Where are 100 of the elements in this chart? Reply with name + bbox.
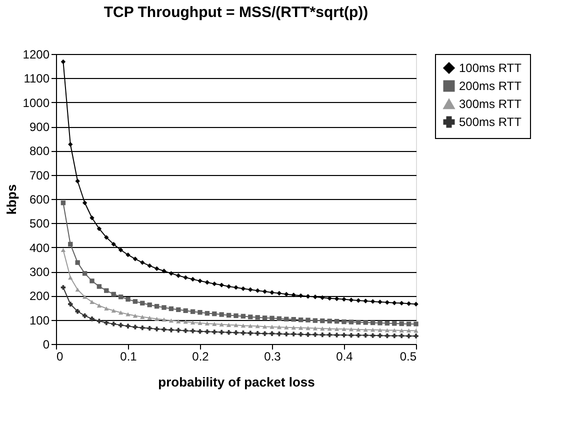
point bbox=[104, 288, 109, 293]
point bbox=[219, 322, 224, 326]
point bbox=[399, 321, 404, 326]
x-tick-label: 0.3 bbox=[264, 350, 282, 364]
point bbox=[276, 332, 282, 336]
point bbox=[219, 330, 224, 335]
point bbox=[126, 324, 130, 328]
point bbox=[414, 334, 418, 338]
point bbox=[255, 315, 260, 320]
point bbox=[96, 318, 102, 324]
point bbox=[190, 320, 196, 325]
point bbox=[327, 326, 332, 331]
point bbox=[270, 290, 274, 295]
point bbox=[183, 308, 188, 313]
point bbox=[147, 263, 152, 268]
point bbox=[240, 324, 246, 328]
point bbox=[104, 306, 109, 311]
point bbox=[240, 330, 246, 336]
point bbox=[168, 306, 174, 312]
point bbox=[291, 317, 296, 322]
y-tick-label: 100 bbox=[29, 313, 50, 328]
point bbox=[356, 298, 361, 303]
point bbox=[198, 320, 202, 326]
point bbox=[60, 59, 66, 64]
point bbox=[168, 318, 174, 323]
point bbox=[363, 298, 368, 304]
point bbox=[276, 290, 282, 296]
point bbox=[90, 316, 94, 322]
point bbox=[118, 248, 124, 252]
point bbox=[168, 328, 174, 332]
point bbox=[162, 305, 166, 310]
point bbox=[212, 281, 217, 286]
point bbox=[204, 310, 210, 316]
y-tick-label: 1000 bbox=[22, 96, 50, 110]
point bbox=[234, 330, 238, 335]
point bbox=[312, 326, 318, 330]
point bbox=[384, 320, 390, 326]
point bbox=[248, 287, 253, 292]
point bbox=[154, 316, 160, 321]
point bbox=[406, 328, 412, 332]
y-tick-label: 0 bbox=[42, 338, 50, 352]
point bbox=[248, 314, 253, 320]
point bbox=[226, 312, 232, 318]
point bbox=[140, 260, 145, 265]
point bbox=[306, 318, 310, 322]
point bbox=[262, 331, 268, 336]
point bbox=[284, 325, 289, 330]
point bbox=[111, 292, 116, 297]
y-tick-label: 1100 bbox=[24, 72, 50, 86]
legend-label: 300ms RTT bbox=[459, 97, 522, 111]
point bbox=[240, 314, 246, 319]
y-tick-label: 700 bbox=[29, 168, 50, 182]
point bbox=[356, 327, 361, 332]
point bbox=[198, 310, 202, 315]
point bbox=[75, 178, 80, 184]
point bbox=[262, 324, 268, 329]
point bbox=[406, 301, 412, 306]
point bbox=[212, 322, 217, 326]
point bbox=[60, 200, 66, 206]
point bbox=[198, 329, 202, 334]
point bbox=[204, 329, 210, 334]
point bbox=[240, 286, 246, 292]
point bbox=[370, 299, 376, 304]
point bbox=[414, 302, 418, 306]
point bbox=[68, 142, 73, 147]
point bbox=[140, 300, 145, 306]
point bbox=[406, 322, 412, 326]
point bbox=[132, 324, 138, 330]
y-tick-label: 300 bbox=[29, 265, 50, 279]
point bbox=[90, 216, 94, 220]
point bbox=[183, 320, 188, 324]
point bbox=[162, 327, 166, 332]
point bbox=[204, 280, 210, 285]
point bbox=[219, 282, 224, 288]
point bbox=[392, 333, 397, 338]
point bbox=[183, 328, 188, 334]
point bbox=[255, 288, 260, 293]
point bbox=[248, 324, 253, 328]
point bbox=[234, 313, 238, 318]
point bbox=[118, 322, 124, 328]
point bbox=[198, 278, 202, 284]
point bbox=[234, 285, 238, 290]
point bbox=[406, 334, 412, 338]
point bbox=[132, 299, 138, 304]
point bbox=[370, 333, 376, 338]
point bbox=[248, 330, 253, 336]
point bbox=[162, 318, 166, 322]
point bbox=[384, 328, 390, 332]
y-tick-label: 800 bbox=[29, 144, 50, 158]
point bbox=[82, 294, 88, 299]
point bbox=[284, 332, 289, 336]
point bbox=[204, 321, 210, 326]
x-axis-title: probability of packet loss bbox=[158, 374, 315, 390]
point bbox=[392, 321, 397, 326]
point bbox=[270, 324, 274, 329]
point bbox=[132, 256, 138, 262]
point bbox=[68, 242, 73, 247]
point bbox=[226, 330, 232, 335]
point bbox=[75, 288, 80, 292]
point bbox=[75, 260, 80, 265]
